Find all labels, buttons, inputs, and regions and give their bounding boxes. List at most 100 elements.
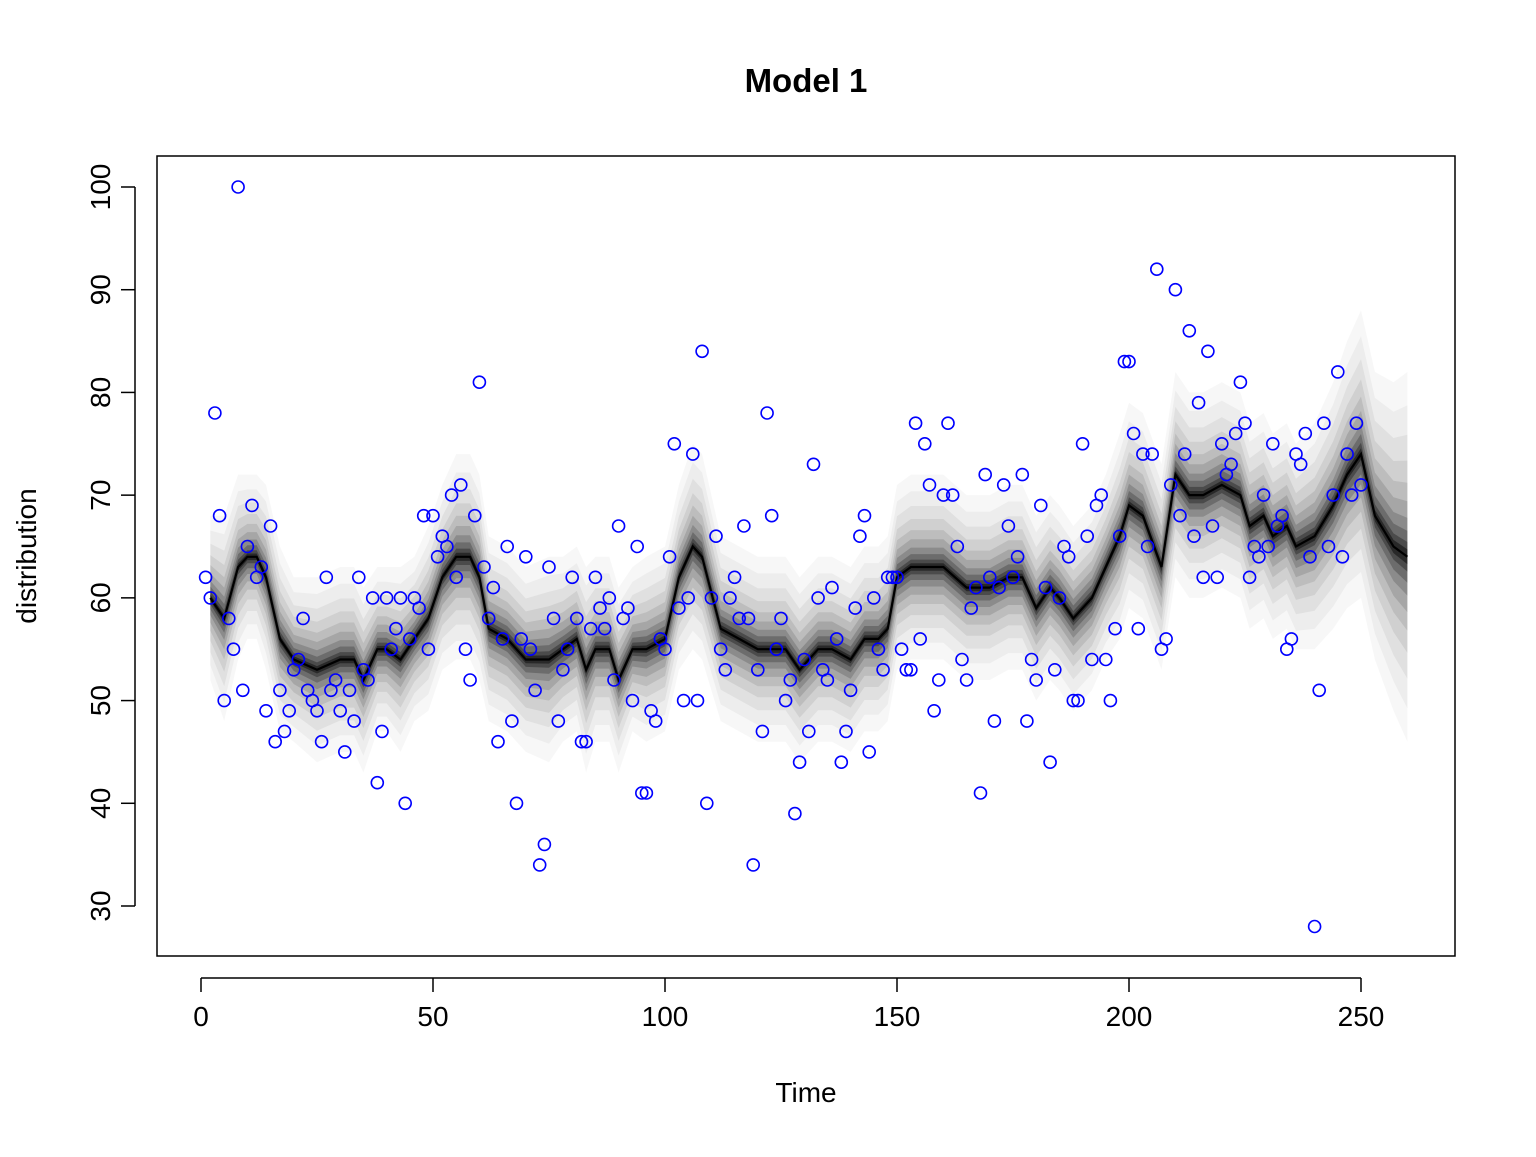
data-point [848,601,863,615]
data-point [203,591,218,605]
data-point [491,734,505,749]
data-point [1303,549,1317,564]
data-point [291,652,306,667]
data-point [518,549,533,564]
band-layer-7 [210,423,1408,700]
band-layer-5 [210,396,1408,717]
data-point [333,703,348,718]
data-point [416,508,431,523]
data-point [472,375,487,390]
data-point [969,580,983,595]
data-point [245,498,259,513]
data-point [222,611,236,626]
data-point [528,683,542,698]
data-point [402,632,417,646]
data-point [583,621,598,636]
data-point [1238,416,1252,431]
data-point [1266,436,1280,451]
data-point [588,570,603,585]
data-point [509,796,524,811]
data-point [871,642,886,657]
data-point [430,549,445,564]
data-point [927,703,941,718]
data-point [551,714,566,728]
data-point [1173,508,1187,523]
data-point [648,714,663,728]
data-point [1191,395,1206,410]
data-point [421,642,436,657]
data-point [792,755,807,770]
data-point [996,478,1011,492]
data-point [1275,508,1289,523]
plot-frame [156,155,1456,957]
data-point [639,786,654,800]
data-point [667,436,682,451]
data-point [319,570,334,585]
y-tick-label: 100 [85,164,116,211]
data-point [634,786,649,800]
data-point [1117,354,1132,369]
data-point [1085,652,1099,667]
data-point [1010,549,1025,564]
data-point [1187,529,1201,544]
data-point [1284,632,1299,646]
data-point [950,539,965,554]
data-point [843,683,858,698]
data-point [1108,621,1122,636]
y-tick-label: 60 [85,582,116,613]
data-point [723,591,737,605]
data-point [904,662,918,677]
data-point [347,714,361,728]
data-point [444,488,459,502]
data-point [217,693,231,708]
data-point [1071,693,1085,708]
data-point [853,529,867,544]
band-layer-6 [210,410,1408,708]
data-point [955,652,969,667]
data-point [750,662,765,677]
data-point [1354,478,1368,492]
data-point [727,570,742,585]
data-point [834,755,849,770]
data-point [1126,426,1141,441]
data-point [699,796,714,811]
data-point [931,673,946,687]
data-point [1317,416,1331,431]
data-point [1168,282,1183,297]
data-point [579,734,593,749]
data-point [426,508,440,523]
y-tick-label: 90 [85,274,116,305]
data-point [240,539,255,554]
data-point [351,570,366,585]
data-point [412,601,426,615]
data-point [542,560,556,574]
data-point [982,570,997,585]
data-point [1164,478,1178,492]
data-point [1145,447,1159,461]
data-point [630,539,645,554]
data-point [899,662,914,677]
data-point [978,467,993,482]
data-point [1112,529,1127,544]
data-point [1252,549,1266,564]
data-point [1131,621,1146,636]
data-point [709,529,723,544]
data-point [1103,693,1118,708]
band-layer-3 [210,359,1408,741]
data-point [1075,436,1090,451]
data-point [505,714,519,728]
data-point [621,601,635,615]
data-point [602,591,617,605]
data-point [1205,519,1220,533]
data-point [992,580,1006,595]
y-tick-label: 80 [85,377,116,408]
data-point [672,601,686,615]
data-point [1140,539,1155,554]
data-point [746,858,761,872]
data-point [449,570,464,585]
data-point [820,673,835,687]
data-point [778,693,793,708]
data-point [546,611,561,626]
